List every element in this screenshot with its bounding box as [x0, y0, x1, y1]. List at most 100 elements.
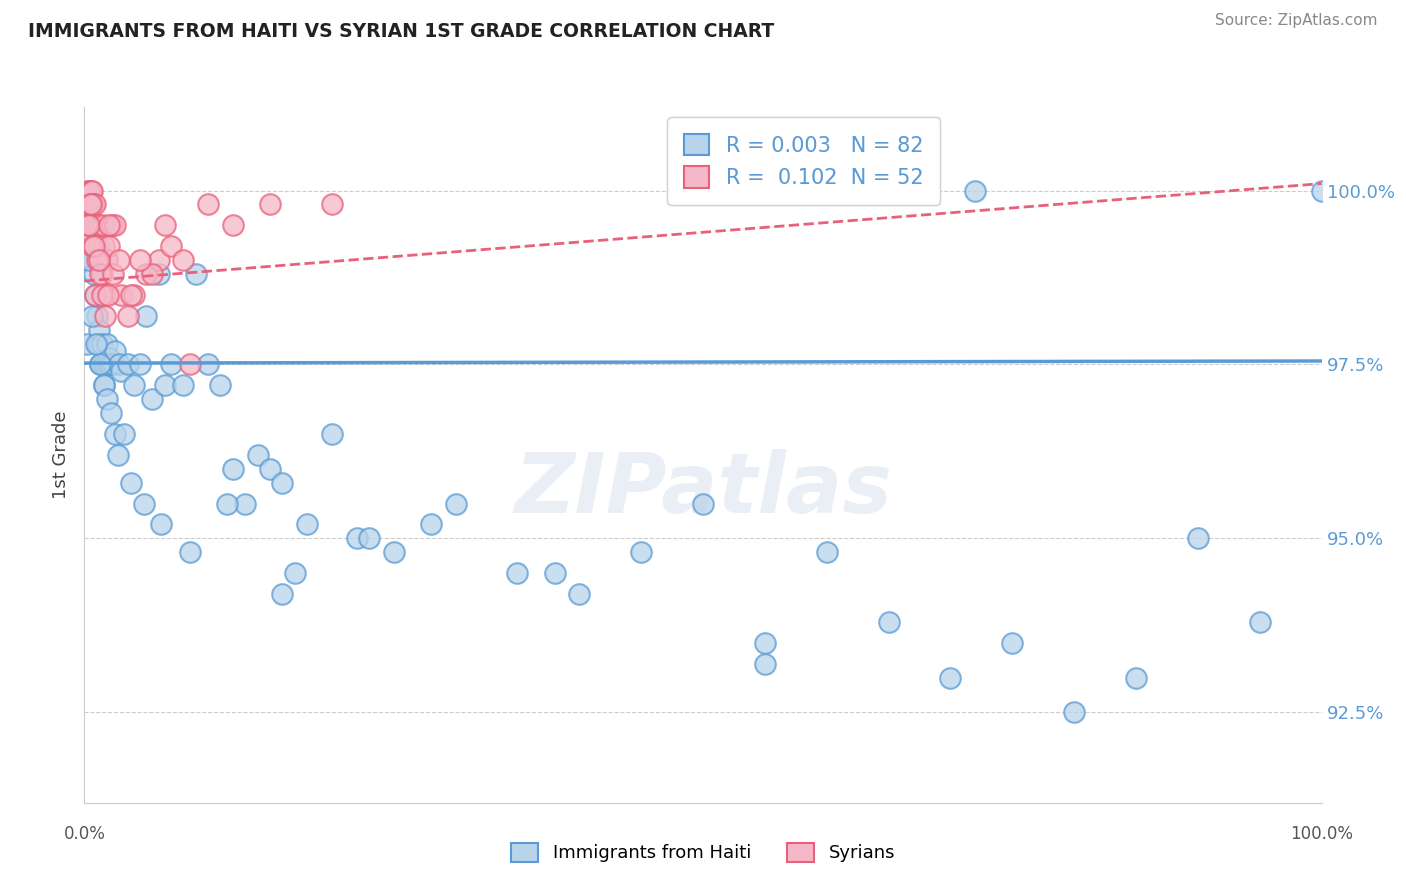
Text: 0.0%: 0.0% — [63, 825, 105, 843]
Point — [89, 219, 111, 233]
Point — [141, 392, 163, 407]
Point — [87, 253, 110, 268]
Point — [129, 253, 152, 268]
Point — [77, 184, 100, 198]
Point — [79, 184, 101, 198]
Point — [76, 219, 98, 233]
Point — [754, 636, 776, 650]
Point — [86, 219, 108, 233]
Point — [120, 288, 142, 302]
Point — [104, 427, 127, 442]
Point — [82, 253, 104, 268]
Point — [87, 239, 110, 253]
Point — [346, 532, 368, 546]
Point — [150, 517, 173, 532]
Point — [86, 309, 108, 323]
Point — [184, 267, 207, 281]
Point — [1125, 671, 1147, 685]
Point — [90, 336, 112, 351]
Point — [419, 517, 441, 532]
Point — [98, 351, 121, 365]
Point — [98, 358, 121, 372]
Point — [98, 239, 121, 253]
Point — [1249, 615, 1271, 629]
Point — [80, 219, 103, 233]
Point — [135, 267, 157, 281]
Text: ZIPatlas: ZIPatlas — [515, 450, 891, 530]
Point — [89, 358, 111, 372]
Point — [93, 378, 115, 392]
Point — [815, 545, 838, 559]
Point — [382, 545, 405, 559]
Point — [79, 197, 101, 211]
Point — [96, 336, 118, 351]
Point — [506, 566, 529, 581]
Point — [172, 253, 194, 268]
Point — [89, 267, 111, 281]
Point — [222, 219, 245, 233]
Point — [101, 267, 124, 281]
Legend: R = 0.003   N = 82, R =  0.102  N = 52: R = 0.003 N = 82, R = 0.102 N = 52 — [668, 118, 941, 204]
Point — [233, 497, 256, 511]
Point — [284, 566, 307, 581]
Legend: Immigrants from Haiti, Syrians: Immigrants from Haiti, Syrians — [503, 836, 903, 870]
Point — [101, 358, 124, 372]
Point — [965, 184, 987, 198]
Point — [89, 323, 111, 337]
Point — [84, 288, 107, 302]
Point — [82, 197, 104, 211]
Point — [76, 197, 98, 211]
Point — [129, 358, 152, 372]
Point — [630, 545, 652, 559]
Point — [97, 358, 120, 372]
Point — [692, 497, 714, 511]
Point — [160, 358, 183, 372]
Point — [259, 462, 281, 476]
Point — [77, 219, 100, 233]
Point — [94, 309, 117, 323]
Point — [83, 288, 105, 302]
Point — [104, 343, 127, 358]
Point — [93, 239, 115, 253]
Point — [82, 239, 104, 253]
Point — [80, 184, 103, 198]
Point — [148, 253, 170, 268]
Point — [141, 267, 163, 281]
Point — [90, 267, 112, 281]
Text: IMMIGRANTS FROM HAITI VS SYRIAN 1ST GRADE CORRELATION CHART: IMMIGRANTS FROM HAITI VS SYRIAN 1ST GRAD… — [28, 22, 775, 41]
Point — [97, 288, 120, 302]
Point — [82, 309, 104, 323]
Point — [1310, 184, 1333, 198]
Point — [110, 288, 132, 302]
Point — [122, 288, 145, 302]
Point — [172, 378, 194, 392]
Point — [77, 253, 100, 268]
Point — [112, 427, 135, 442]
Point — [91, 358, 114, 372]
Point — [209, 378, 232, 392]
Point — [568, 587, 591, 601]
Point — [160, 239, 183, 253]
Point — [110, 364, 132, 378]
Point — [83, 239, 105, 253]
Point — [321, 197, 343, 211]
Point — [79, 184, 101, 198]
Point — [222, 462, 245, 476]
Point — [86, 253, 108, 268]
Point — [153, 378, 176, 392]
Point — [91, 219, 114, 233]
Point — [259, 197, 281, 211]
Point — [444, 497, 467, 511]
Point — [1187, 532, 1209, 546]
Point — [153, 219, 176, 233]
Point — [79, 184, 101, 198]
Point — [83, 267, 105, 281]
Point — [117, 309, 139, 323]
Point — [107, 448, 129, 462]
Point — [271, 587, 294, 601]
Point — [197, 197, 219, 211]
Point — [84, 197, 107, 211]
Point — [83, 219, 105, 233]
Point — [80, 197, 103, 211]
Point — [135, 309, 157, 323]
